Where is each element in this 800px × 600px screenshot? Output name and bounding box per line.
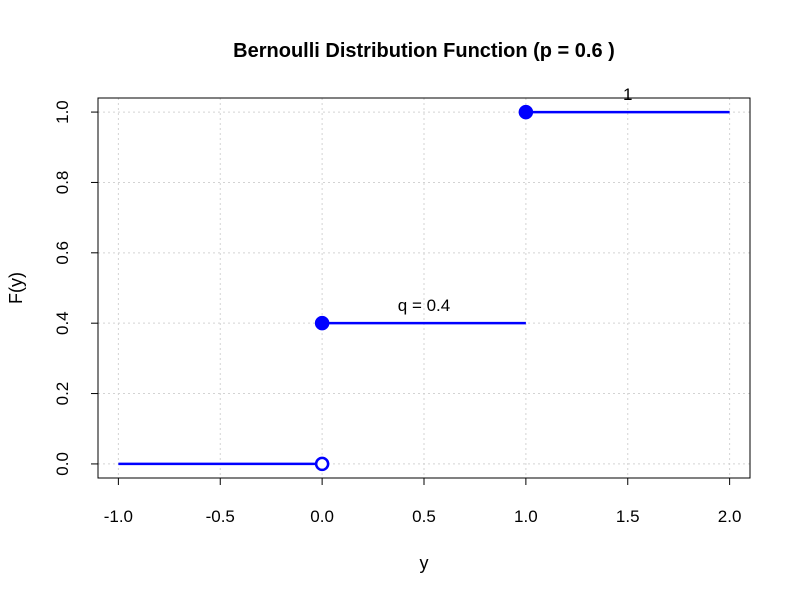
x-tick-label: 2.0 bbox=[718, 507, 742, 526]
x-tick-label: -0.5 bbox=[206, 507, 235, 526]
open-point bbox=[314, 456, 330, 472]
x-tick-label: 1.0 bbox=[514, 507, 538, 526]
series bbox=[118, 104, 730, 472]
x-axis-label: y bbox=[420, 553, 429, 573]
y-tick-label: 1.0 bbox=[53, 100, 72, 124]
closed-point bbox=[314, 315, 330, 331]
annotation-label: 1 bbox=[623, 85, 632, 104]
x-tick-label: -1.0 bbox=[104, 507, 133, 526]
closed-point bbox=[518, 104, 534, 120]
y-tick-label: 0.2 bbox=[53, 382, 72, 406]
y-tick-label: 0.6 bbox=[53, 241, 72, 265]
y-axis-label: F(y) bbox=[6, 272, 26, 304]
chart-title: Bernoulli Distribution Function (p = 0.6… bbox=[233, 40, 615, 62]
axes: -1.0 -0.5 0.0 0.5 1.0 1.5 2.0 0.0 0.2 0.4 0.6 0.8 1.… bbox=[53, 100, 741, 526]
y-tick-label: 0.4 bbox=[53, 311, 72, 335]
x-tick-label: 0.0 bbox=[310, 507, 334, 526]
y-tick-label: 0.8 bbox=[53, 171, 72, 195]
annotation-label: q = 0.4 bbox=[398, 296, 450, 315]
y-tick-label: 0.0 bbox=[53, 452, 72, 476]
x-tick-label: 0.5 bbox=[412, 507, 436, 526]
grid bbox=[98, 98, 750, 478]
x-tick-label: 1.5 bbox=[616, 507, 640, 526]
annotations: q = 0.4 1 bbox=[398, 85, 633, 315]
